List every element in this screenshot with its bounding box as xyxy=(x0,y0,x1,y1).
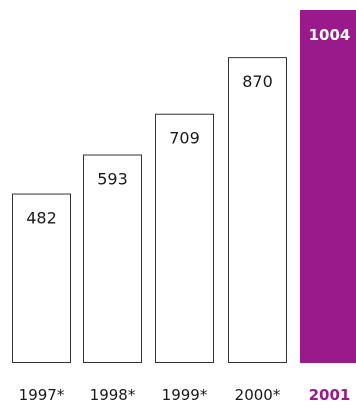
value-label: 593 xyxy=(97,170,128,189)
bar-2001 xyxy=(300,10,356,363)
tick-label: 2000* xyxy=(235,386,281,404)
bar-1997 xyxy=(12,193,71,363)
bar-2000 xyxy=(228,57,287,363)
value-label: 1004 xyxy=(309,26,351,44)
bar-1999 xyxy=(155,113,214,363)
bar-1998 xyxy=(83,154,142,363)
value-label: 709 xyxy=(169,129,200,148)
value-label: 870 xyxy=(242,72,273,91)
value-label: 482 xyxy=(26,209,57,228)
tick-label: 1997* xyxy=(19,386,65,404)
tick-label: 2001 xyxy=(309,386,351,404)
tick-label: 1999* xyxy=(162,386,208,404)
tick-label: 1998* xyxy=(90,386,136,404)
